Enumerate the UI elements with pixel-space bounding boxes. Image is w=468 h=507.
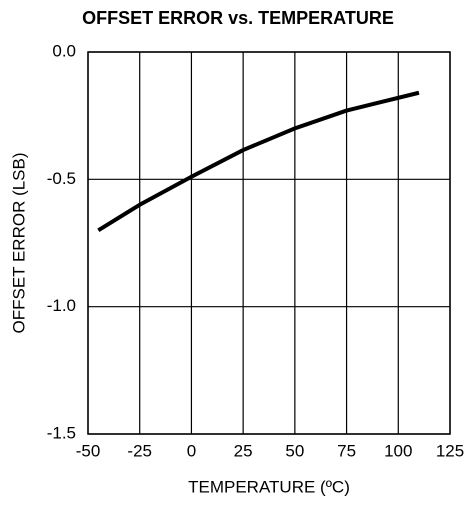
chart-title: OFFSET ERROR vs. TEMPERATURE: [82, 8, 394, 28]
y-tick-label: -0.5: [47, 169, 76, 188]
plot-frame: [87, 51, 451, 435]
x-tick-label: 25: [234, 441, 253, 460]
x-axis-label: TEMPERATURE (ºC): [188, 477, 350, 496]
y-tick-label: -1.0: [47, 296, 76, 315]
x-tick-label: -25: [127, 441, 152, 460]
y-tick-label: 0.0: [52, 41, 76, 60]
y-axis-label: OFFSET ERROR (LSB): [9, 152, 28, 333]
x-tick-label: 0: [187, 441, 196, 460]
x-tick-label: -50: [76, 441, 101, 460]
y-tick-label: -1.5: [47, 423, 76, 442]
x-tick-label: 125: [436, 441, 464, 460]
line-series: [97, 90, 420, 232]
x-tick-label: 75: [337, 441, 356, 460]
x-tick-label: 50: [285, 441, 304, 460]
x-tick-label: 100: [384, 441, 412, 460]
